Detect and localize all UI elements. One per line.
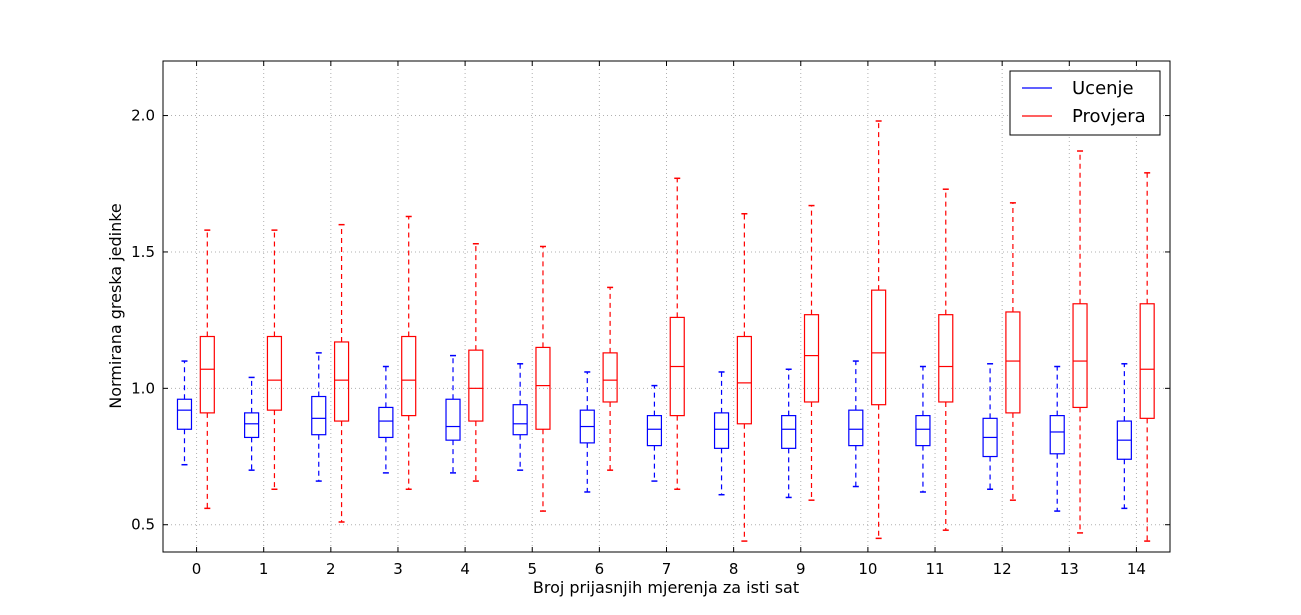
legend-frame	[1009, 70, 1161, 136]
axis-ticks: 0.51.01.52.00 1 2 3 4 5 6 7 8 9 10 11 12 13 14	[131, 61, 1170, 578]
box-provjera-13	[1072, 150, 1088, 534]
box-iqr	[244, 412, 260, 439]
box-ucenje-7	[646, 384, 663, 482]
box-iqr	[378, 406, 394, 439]
x-tick-label: 7	[662, 560, 672, 578]
box-provjera-6	[602, 286, 618, 471]
box-provjera-9	[803, 204, 820, 501]
x-tick-label: 3	[393, 560, 403, 578]
series-provjera	[199, 120, 1155, 542]
x-tick-label: 5	[527, 560, 537, 578]
box-iqr	[535, 346, 551, 430]
x-tick-label: 4	[460, 560, 470, 578]
box-iqr	[512, 404, 528, 436]
box-provjera-0	[199, 229, 215, 510]
box-provjera-11	[938, 188, 954, 531]
box-provjera-1	[266, 229, 283, 491]
x-tick-label: 1	[259, 560, 269, 578]
x-tick-label: 9	[796, 560, 806, 578]
box-iqr	[333, 341, 350, 422]
x-tick-label: 6	[595, 560, 605, 578]
box-ucenje-14	[1116, 363, 1132, 510]
x-tick-label: 2	[326, 560, 336, 578]
box-iqr	[736, 335, 752, 425]
box-iqr	[199, 335, 215, 414]
y-tick-label: 1.0	[131, 379, 155, 397]
box-ucenje-12	[982, 363, 998, 491]
box-ucenje-3	[378, 365, 394, 474]
box-ucenje-2	[311, 352, 327, 482]
box-ucenje-0	[176, 360, 193, 466]
x-tick-label: 8	[729, 560, 739, 578]
box-iqr	[445, 398, 461, 441]
legend-ucenje-label: Ucenje	[1072, 78, 1134, 99]
box-provjera-14	[1139, 172, 1155, 542]
box-iqr	[1005, 311, 1021, 414]
series-ucenje	[176, 352, 1132, 512]
y-tick-label: 2.0	[131, 107, 155, 125]
box-iqr	[401, 335, 417, 417]
x-tick-label: 13	[1060, 560, 1079, 578]
box-iqr	[1072, 303, 1088, 409]
box-iqr	[646, 415, 663, 447]
box-provjera-2	[333, 223, 350, 523]
box-iqr	[713, 412, 730, 449]
x-tick-label: 10	[858, 560, 877, 578]
box-iqr	[1139, 303, 1155, 419]
box-ucenje-10	[848, 360, 864, 488]
box-ucenje-1	[244, 376, 260, 471]
legend-provjera-label: Provjera	[1072, 106, 1146, 127]
box-ucenje-5	[512, 363, 528, 471]
x-tick-label: 11	[925, 560, 944, 578]
box-iqr	[311, 395, 327, 436]
box-provjera-12	[1005, 202, 1021, 501]
x-axis-label: Broj prijasnjih mjerenja za isti sat	[533, 578, 799, 597]
box-iqr	[602, 352, 618, 403]
box-provjera-4	[468, 243, 484, 482]
box-provjera-7	[669, 177, 685, 491]
box-iqr	[781, 415, 797, 449]
box-provjera-8	[736, 213, 752, 542]
box-provjera-5	[535, 245, 551, 512]
box-ucenje-4	[445, 354, 461, 474]
box-ucenje-9	[781, 368, 797, 499]
box-iqr	[938, 314, 954, 403]
box-ucenje-6	[579, 371, 595, 493]
box-iqr	[1049, 415, 1065, 455]
box-ucenje-11	[915, 365, 931, 493]
box-ucenje-8	[713, 371, 730, 496]
box-iqr	[871, 289, 887, 406]
y-axis-label: Normirana greska jedinke	[106, 203, 125, 409]
legend: Ucenje Provjera	[1009, 70, 1161, 136]
x-tick-label: 12	[993, 560, 1012, 578]
box-iqr	[266, 335, 283, 411]
x-tick-label: 0	[192, 560, 202, 578]
box-iqr	[803, 314, 820, 403]
box-provjera-3	[401, 215, 417, 491]
box-provjera-10	[871, 120, 887, 540]
x-tick-label: 14	[1127, 560, 1146, 578]
y-tick-label: 0.5	[131, 516, 155, 534]
box-ucenje-13	[1049, 365, 1065, 512]
box-iqr	[468, 349, 484, 422]
box-iqr	[848, 409, 864, 447]
box-plots	[176, 120, 1155, 542]
box-iqr	[176, 398, 193, 430]
box-iqr	[915, 415, 931, 447]
y-tick-label: 1.5	[131, 243, 155, 261]
